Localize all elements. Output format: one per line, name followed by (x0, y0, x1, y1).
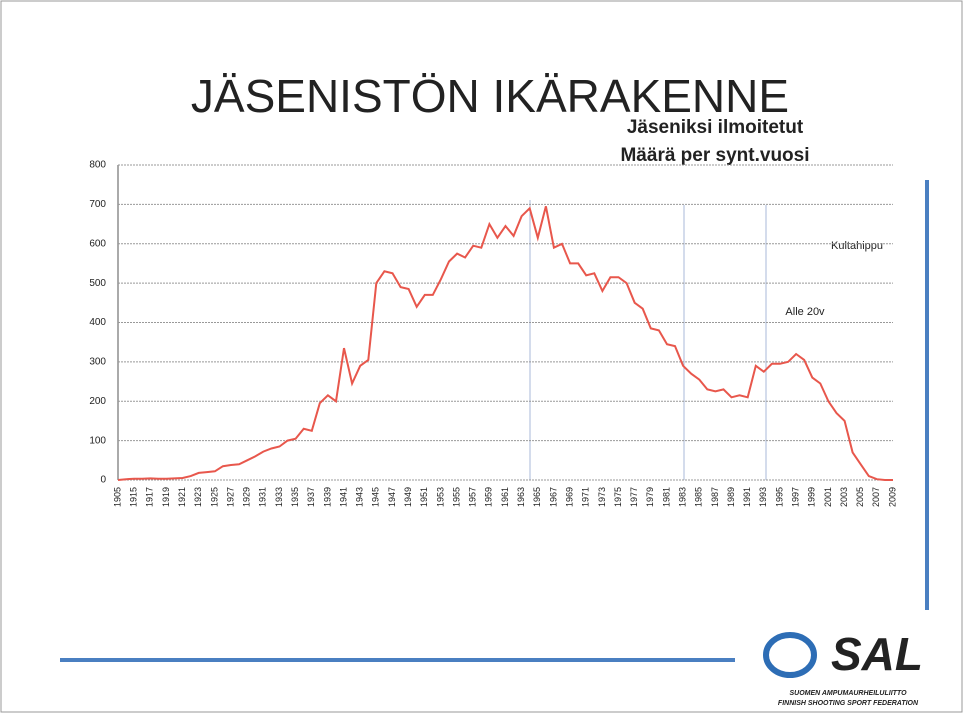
x-tick-label: 1921 (177, 487, 187, 507)
y-tick-label: 800 (89, 160, 106, 171)
x-tick-label: 1955 (451, 487, 461, 507)
x-tick-label: 1977 (629, 487, 639, 507)
y-tick-label: 700 (89, 199, 106, 210)
x-tick-label: 1953 (435, 487, 445, 507)
x-tick-label: 2007 (871, 487, 881, 507)
x-tick-label: 1963 (516, 487, 526, 507)
x-tick-label: 1999 (807, 487, 817, 507)
y-tick-label: 400 (89, 317, 106, 328)
x-tick-label: 1975 (613, 487, 623, 507)
x-tick-label: 1923 (193, 487, 203, 507)
x-tick-label: 1969 (564, 487, 574, 507)
y-tick-label: 300 (89, 357, 106, 368)
x-tick-label: 1989 (726, 487, 736, 507)
x-tick-label: 1957 (468, 487, 478, 507)
x-tick-label: 1917 (145, 487, 155, 507)
x-tick-label: 1997 (791, 487, 801, 507)
y-tick-label: 200 (89, 396, 106, 407)
x-tick-label: 1971 (581, 487, 591, 507)
logo-text: SAL (831, 628, 923, 680)
x-tick-label: 1987 (710, 487, 720, 507)
slide-title: JÄSENISTÖN IKÄRAKENNE (191, 70, 789, 122)
x-tick-label: 1949 (403, 487, 413, 507)
x-tick-label: 1961 (500, 487, 510, 507)
x-tick-label: 1915 (129, 487, 139, 507)
x-tick-label: 1919 (161, 487, 171, 507)
x-tick-label: 1931 (258, 487, 268, 507)
x-tick-label: 1941 (338, 487, 348, 507)
x-tick-label: 1967 (548, 487, 558, 507)
x-tick-label: 1947 (387, 487, 397, 507)
y-tick-label: 100 (89, 435, 106, 446)
x-tick-label: 2001 (823, 487, 833, 507)
y-tick-label: 0 (100, 475, 106, 486)
annotation: Kultahippu (831, 240, 883, 252)
subtitle: Jäseniksi ilmoitetut (627, 117, 804, 138)
x-tick-label: 1927 (225, 487, 235, 507)
y-tick-label: 600 (89, 238, 106, 249)
x-tick-label: 1959 (484, 487, 494, 507)
x-tick-label: 1973 (597, 487, 607, 507)
x-tick-label: 1929 (242, 487, 252, 507)
y-tick-label: 500 (89, 278, 106, 289)
x-tick-label: 1995 (774, 487, 784, 507)
x-tick-label: 1965 (532, 487, 542, 507)
x-tick-label: 2009 (887, 487, 897, 507)
logo-mark (763, 632, 817, 678)
x-tick-label: 2003 (839, 487, 849, 507)
subtitle: Määrä per synt.vuosi (620, 145, 809, 166)
annotation: Alle 20v (785, 306, 825, 318)
x-tick-label: 1983 (677, 487, 687, 507)
x-tick-label: 1933 (274, 487, 284, 507)
x-tick-label: 1991 (742, 487, 752, 507)
data-line (117, 206, 893, 481)
x-tick-label: 1939 (322, 487, 332, 507)
logo-text: SUOMEN AMPUMAURHEILULIITTO (789, 690, 907, 697)
x-tick-label: 1935 (290, 487, 300, 507)
x-tick-label: 1937 (306, 487, 316, 507)
x-tick-label: 1951 (419, 487, 429, 507)
x-tick-label: 1993 (758, 487, 768, 507)
x-tick-label: 1945 (371, 487, 381, 507)
x-tick-label: 1925 (209, 487, 219, 507)
logo-text: FINNISH SHOOTING SPORT FEDERATION (778, 700, 919, 707)
x-tick-label: 1905 (112, 487, 122, 507)
x-tick-label: 2005 (855, 487, 865, 507)
x-tick-label: 1943 (355, 487, 365, 507)
x-tick-label: 1979 (645, 487, 655, 507)
x-tick-label: 1985 (694, 487, 704, 507)
x-tick-label: 1981 (661, 487, 671, 507)
